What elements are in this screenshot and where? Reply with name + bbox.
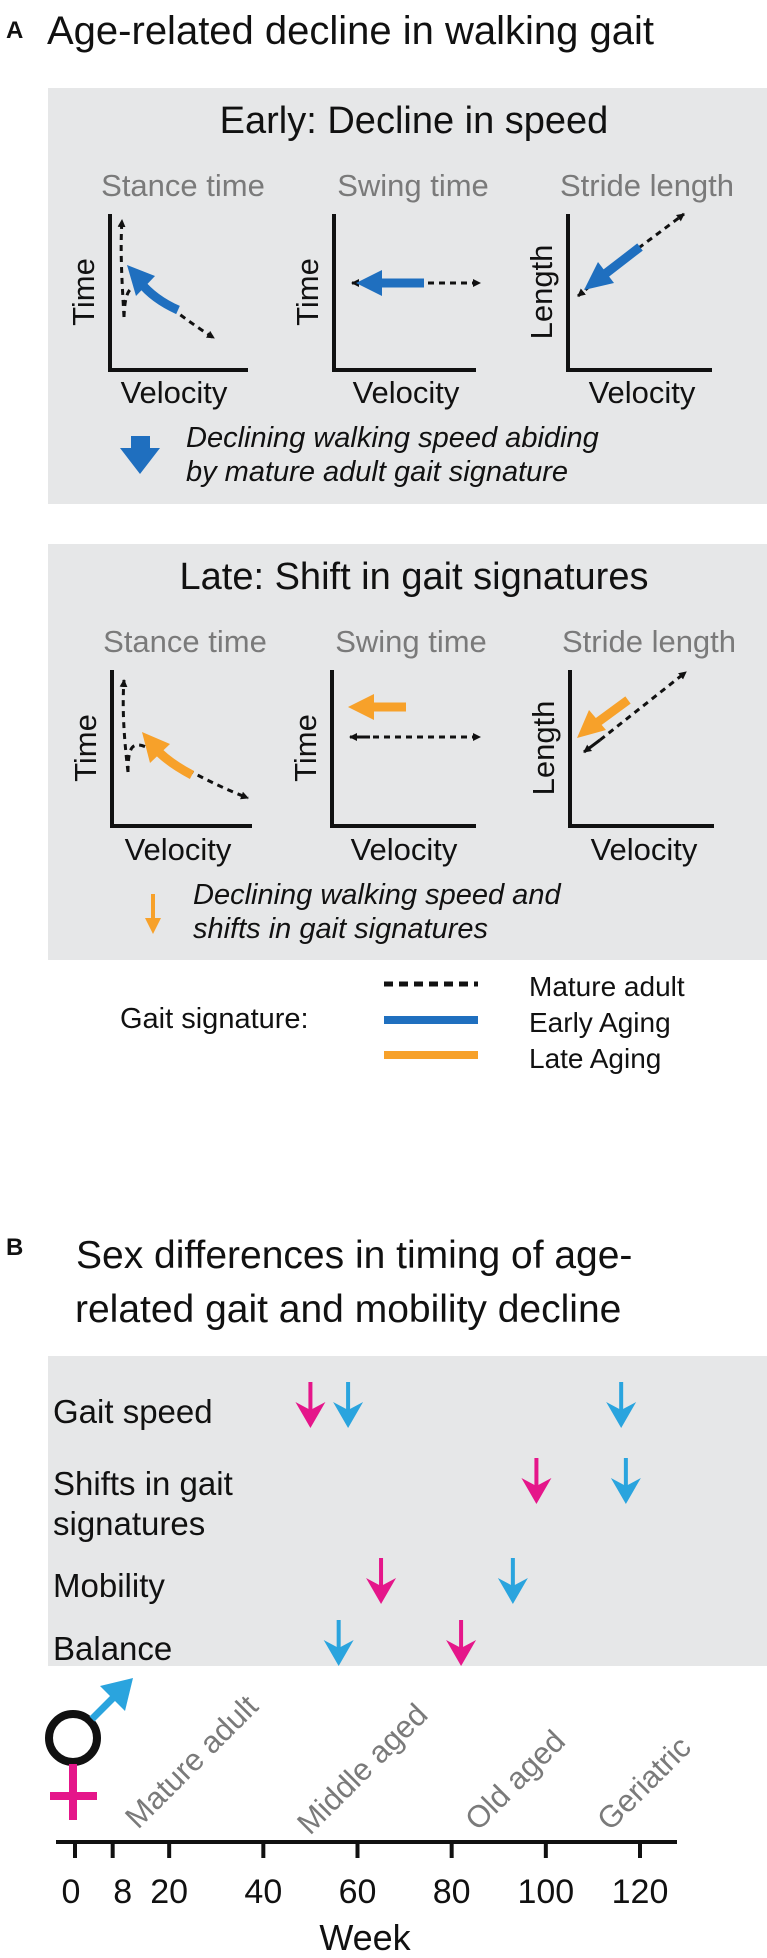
plot-xlabel: Velocity [121, 375, 228, 410]
plot-ylabel: Length [524, 245, 559, 340]
plot-xlabel: Velocity [353, 375, 460, 410]
plot-xlabel: Velocity [125, 832, 232, 867]
mature-curve-tail [119, 679, 130, 773]
late-plot-swing: Swing time Time Velocity [288, 624, 487, 867]
late-note-line1: Declining walking speed and [193, 879, 561, 911]
legend-item-mature: Mature adult [529, 971, 685, 1002]
row-label-shifts-line2: signatures [53, 1505, 205, 1542]
week-tick-label: 120 [612, 1873, 669, 1911]
week-tick-label: 20 [150, 1873, 188, 1911]
early-box [48, 88, 767, 504]
decline-arrows [295, 1382, 641, 1666]
late-arrow-line [595, 696, 631, 726]
legend-label: Gait signature: [120, 1003, 309, 1035]
plot-header: Swing time [335, 624, 487, 659]
plot-header: Swing time [337, 168, 489, 203]
panel-b-letter: B [6, 1234, 23, 1261]
late-box [48, 544, 767, 960]
week-tick-label: 100 [517, 1873, 574, 1911]
early-arrow-head [584, 262, 614, 290]
early-arrow-head [127, 265, 155, 296]
week-tick-label: 40 [244, 1873, 282, 1911]
plot-header: Stride length [562, 624, 736, 659]
late-plot-stance: Stance time Time Velocity [68, 624, 267, 867]
male-decline-arrow [606, 1382, 637, 1428]
plot-axes [566, 214, 712, 372]
legend: Gait signature: Mature adult Early Aging… [120, 971, 685, 1074]
late-arrow-head [348, 694, 374, 720]
plot-axes [110, 670, 252, 828]
panel-a-title: Age-related decline in walking gait [47, 9, 654, 53]
early-title: Early: Decline in speed [220, 100, 609, 142]
week-tick-label: 80 [433, 1873, 471, 1911]
mature-line [599, 670, 687, 742]
row-label-mobility: Mobility [53, 1567, 165, 1604]
panel-b-title-line2: related gait and mobility decline [75, 1288, 621, 1331]
stage-middle-aged: Middle aged [290, 1697, 434, 1841]
early-arrow-head [356, 270, 382, 296]
week-tick-label: 60 [339, 1873, 377, 1911]
late-note: Declining walking speed and shifts in ga… [145, 879, 561, 945]
week-tick-label: 0 [62, 1873, 81, 1911]
late-note-arrow [145, 894, 161, 934]
female-decline-arrow [366, 1558, 397, 1604]
late-arrow-head [142, 732, 170, 763]
plot-ylabel: Length [526, 701, 561, 796]
row-label-gait-speed: Gait speed [53, 1393, 213, 1430]
sex-symbols [45, 1678, 133, 1820]
female-decline-arrow [295, 1382, 326, 1428]
plot-xlabel: Velocity [591, 832, 698, 867]
timing-box [48, 1356, 767, 1666]
late-note-line2: shifts in gait signatures [193, 913, 488, 945]
male-decline-arrow [333, 1382, 364, 1428]
plot-xlabel: Velocity [589, 375, 696, 410]
male-symbol-head [100, 1678, 133, 1711]
male-decline-arrow [610, 1458, 641, 1504]
stage-geriatric: Geriatric [590, 1729, 698, 1837]
early-note-line1: Declining walking speed abiding [186, 422, 599, 454]
legend-item-early: Early Aging [529, 1007, 671, 1038]
week-tick-label: 8 [113, 1873, 132, 1911]
plot-axes [332, 214, 476, 372]
week-axis-ticks: 0 8 20 40 60 80 100 120 [62, 1842, 669, 1911]
stage-mature-adult: Mature adult [118, 1688, 265, 1835]
male-decline-arrow [497, 1558, 528, 1604]
female-decline-arrow [446, 1620, 477, 1666]
plot-header: Stance time [103, 624, 267, 659]
sex-symbol-ring [45, 1710, 101, 1766]
early-note-line2: by mature adult gait signature [186, 456, 568, 488]
plot-xlabel: Velocity [351, 832, 458, 867]
plot-axes [108, 214, 248, 372]
early-arrow-line [602, 243, 643, 278]
late-arrow-head [577, 710, 606, 738]
early-note-arrow [120, 436, 160, 474]
plot-header: Stance time [101, 168, 265, 203]
row-label-shifts-line1: Shifts in gait [53, 1465, 233, 1502]
early-plot-stance: Stance time Time Velocity [66, 168, 265, 410]
early-note: Declining walking speed abiding by matur… [120, 422, 599, 488]
early-plot-stride: Stride length Length Velocity [524, 168, 734, 410]
stage-old-aged: Old aged [458, 1723, 572, 1837]
late-title: Late: Shift in gait signatures [180, 556, 649, 598]
panel-a-letter: A [6, 17, 23, 44]
week-axis-label: Week [319, 1917, 411, 1958]
plot-ylabel: Time [68, 714, 103, 782]
female-decline-arrow [521, 1458, 552, 1504]
late-plot-stride: Stride length Length Velocity [526, 624, 736, 867]
plot-ylabel: Time [290, 258, 325, 326]
panel-b-title-line1: Sex differences in timing of age- [76, 1234, 632, 1277]
early-plot-swing: Swing time Time Velocity [290, 168, 489, 410]
row-label-balance: Balance [53, 1630, 172, 1667]
plot-ylabel: Time [288, 714, 323, 782]
plot-axes [330, 670, 476, 828]
mature-line-back [583, 738, 601, 754]
plot-axes [568, 670, 714, 828]
legend-item-late: Late Aging [529, 1043, 661, 1074]
plot-header: Stride length [560, 168, 734, 203]
male-decline-arrow [323, 1620, 354, 1666]
plot-ylabel: Time [66, 258, 101, 326]
